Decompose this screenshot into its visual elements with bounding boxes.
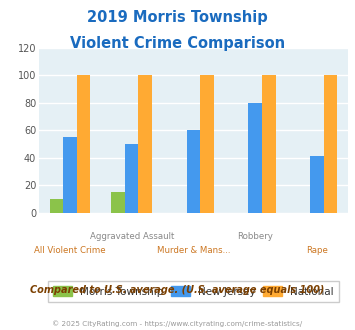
Bar <box>63 137 77 213</box>
Bar <box>324 75 337 213</box>
Bar <box>77 75 90 213</box>
Bar <box>50 199 63 213</box>
Bar <box>262 75 275 213</box>
Text: Murder & Mans...: Murder & Mans... <box>157 246 230 255</box>
Text: Violent Crime Comparison: Violent Crime Comparison <box>70 36 285 51</box>
Bar <box>187 130 200 213</box>
Bar <box>125 144 138 213</box>
Text: Compared to U.S. average. (U.S. average equals 100): Compared to U.S. average. (U.S. average … <box>30 285 325 295</box>
Bar <box>111 192 125 213</box>
Text: All Violent Crime: All Violent Crime <box>34 246 106 255</box>
Bar <box>310 156 324 213</box>
Text: Robbery: Robbery <box>237 232 273 241</box>
Bar <box>138 75 152 213</box>
Legend: Morris Township, New Jersey, National: Morris Township, New Jersey, National <box>48 281 339 302</box>
Bar <box>200 75 214 213</box>
Text: 2019 Morris Township: 2019 Morris Township <box>87 10 268 25</box>
Text: Aggravated Assault: Aggravated Assault <box>89 232 174 241</box>
Text: Rape: Rape <box>306 246 328 255</box>
Bar <box>248 103 262 213</box>
Text: © 2025 CityRating.com - https://www.cityrating.com/crime-statistics/: © 2025 CityRating.com - https://www.city… <box>53 320 302 327</box>
